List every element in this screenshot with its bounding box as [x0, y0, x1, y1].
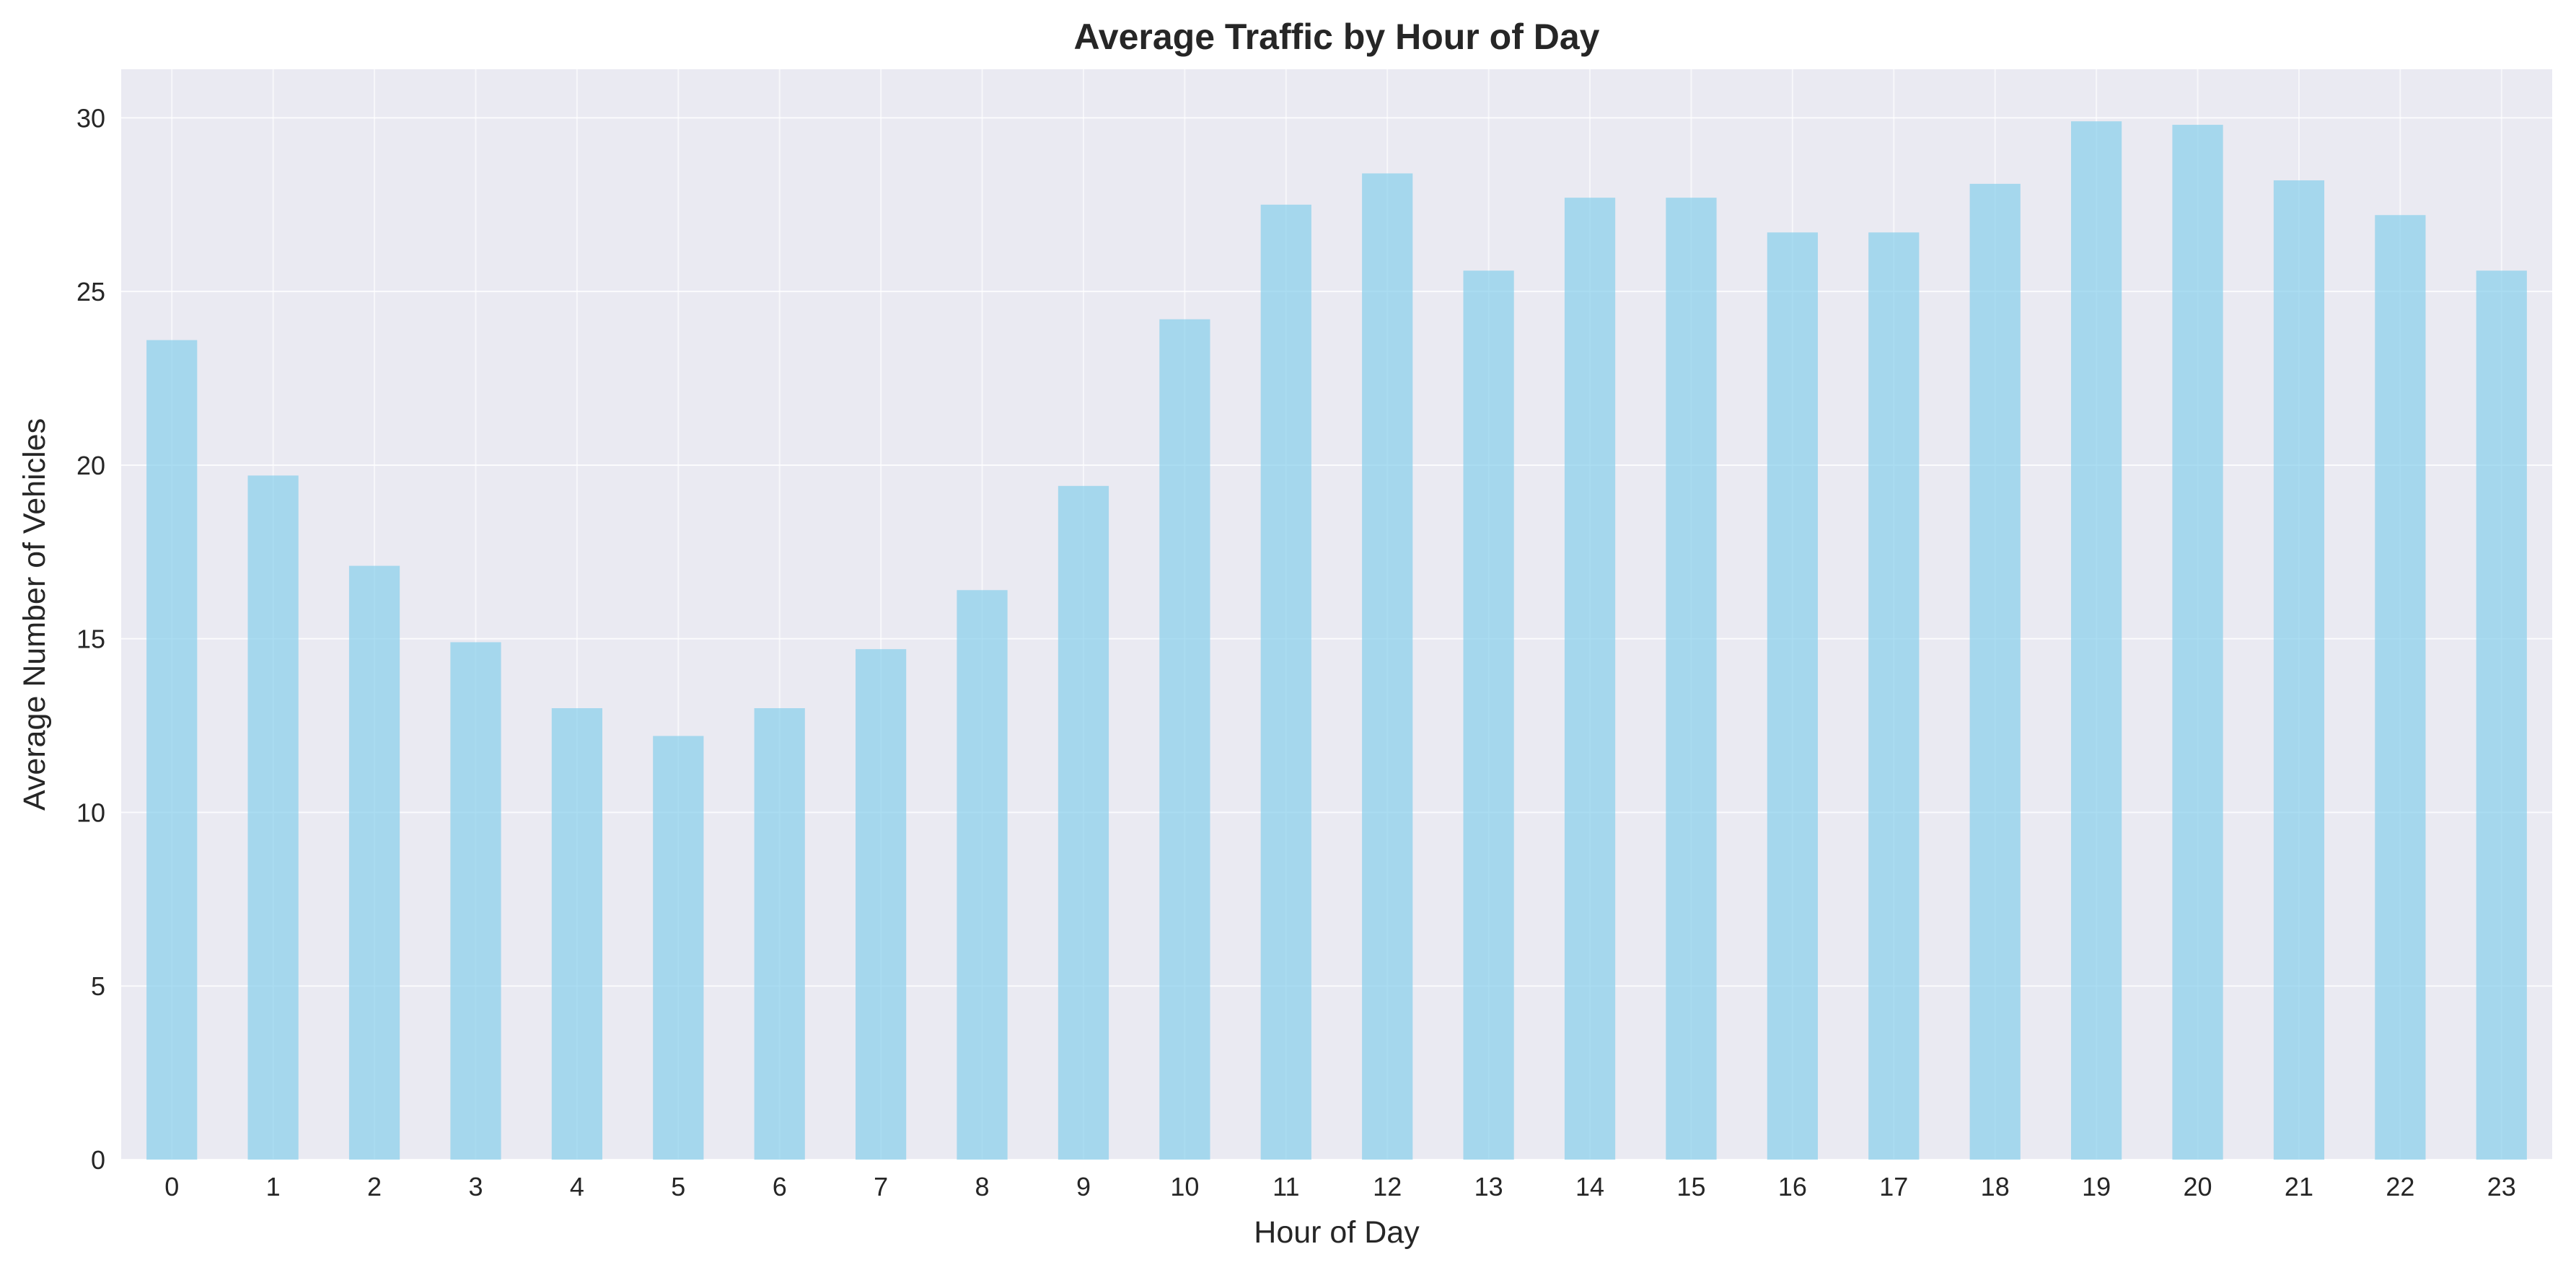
y-tick-label-10: 10	[76, 798, 105, 827]
x-tick-label-11: 11	[1272, 1172, 1299, 1201]
bar-hour-1	[247, 475, 299, 1160]
bar-hour-19	[2071, 121, 2122, 1160]
x-tick-label-0: 0	[164, 1172, 179, 1201]
x-tick-label-3: 3	[468, 1172, 483, 1201]
bar-hour-10	[1159, 319, 1210, 1160]
x-tick-label-22: 22	[2386, 1172, 2414, 1201]
bar-hour-5	[653, 736, 704, 1160]
y-tick-label-0: 0	[91, 1145, 105, 1175]
x-tick-label-23: 23	[2487, 1172, 2516, 1201]
y-tick-labels: 0 5 10 15 20 25 30	[76, 103, 105, 1175]
x-axis-label: Hour of Day	[1254, 1215, 1420, 1250]
x-tick-labels: 0 1 2 3 4 5 6 7 8 9 10 11 12 13 14 15 16 17 18 19 20 21 22 23	[164, 1172, 2516, 1201]
bar-hour-4	[551, 708, 602, 1160]
x-tick-label-6: 6	[773, 1172, 787, 1201]
y-axis-label: Average Number of Vehicles	[17, 418, 52, 811]
x-tick-label-2: 2	[367, 1172, 382, 1201]
y-tick-label-5: 5	[91, 971, 105, 1001]
bar-hour-15	[1666, 198, 1717, 1160]
bar-hour-16	[1767, 232, 1818, 1160]
chart-title: Average Traffic by Hour of Day	[1074, 17, 1600, 57]
x-tick-label-1: 1	[266, 1172, 281, 1201]
x-tick-label-12: 12	[1373, 1172, 1402, 1201]
bar-hour-20	[2172, 125, 2223, 1160]
bar-hour-13	[1463, 270, 1514, 1160]
bar-hour-17	[1868, 232, 1920, 1160]
bar-hour-9	[1058, 485, 1109, 1160]
bar-hour-22	[2375, 215, 2426, 1160]
bars	[146, 121, 2527, 1160]
x-tick-label-18: 18	[1981, 1172, 2010, 1201]
bar-hour-23	[2476, 270, 2527, 1160]
bar-hour-0	[146, 340, 198, 1160]
x-tick-label-13: 13	[1474, 1172, 1503, 1201]
bar-hour-2	[348, 565, 400, 1160]
x-tick-label-5: 5	[671, 1172, 685, 1201]
bar-hour-6	[754, 708, 805, 1160]
x-tick-label-16: 16	[1778, 1172, 1807, 1201]
bar-hour-3	[450, 642, 501, 1160]
bar-hour-7	[856, 649, 907, 1160]
x-tick-label-7: 7	[874, 1172, 888, 1201]
y-tick-label-20: 20	[76, 451, 105, 480]
y-tick-label-15: 15	[76, 625, 105, 654]
bar-hour-11	[1260, 204, 1311, 1160]
bar-hour-18	[1969, 183, 2021, 1160]
x-tick-label-19: 19	[2082, 1172, 2111, 1201]
x-tick-label-4: 4	[570, 1172, 584, 1201]
bar-hour-21	[2273, 180, 2325, 1160]
y-tick-label-25: 25	[76, 277, 105, 306]
x-tick-label-17: 17	[1879, 1172, 1908, 1201]
x-tick-label-8: 8	[975, 1172, 990, 1201]
bar-hour-12	[1362, 173, 1413, 1160]
x-tick-label-14: 14	[1575, 1172, 1604, 1201]
x-tick-label-9: 9	[1076, 1172, 1091, 1201]
y-tick-label-30: 30	[76, 103, 105, 133]
x-tick-label-20: 20	[2184, 1172, 2212, 1201]
x-tick-label-15: 15	[1676, 1172, 1705, 1201]
bar-hour-8	[957, 590, 1008, 1160]
x-tick-label-10: 10	[1170, 1172, 1199, 1201]
x-tick-label-21: 21	[2285, 1172, 2313, 1201]
plot-area	[121, 69, 2552, 1160]
bar-hour-14	[1564, 198, 1616, 1160]
